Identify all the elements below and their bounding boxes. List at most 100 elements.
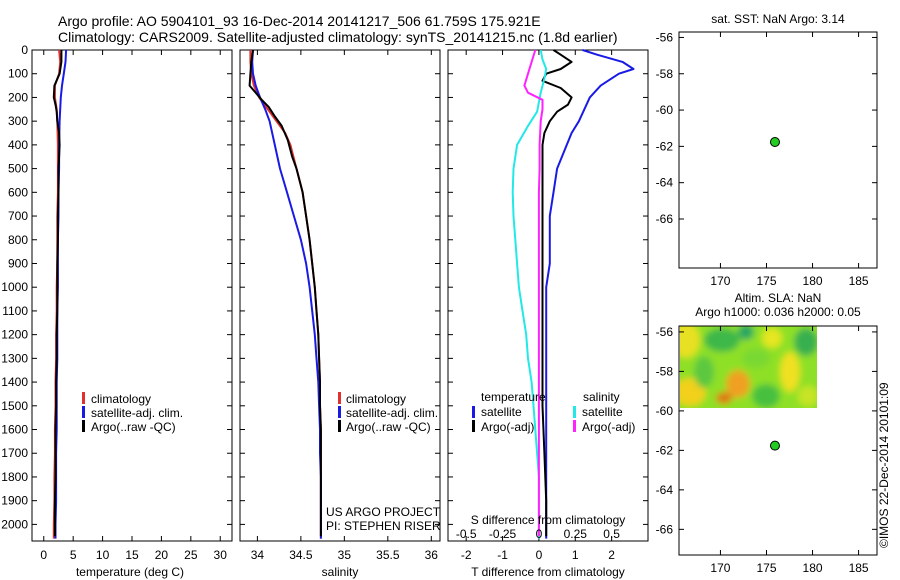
imos-credit: ©IMOS 22-Dec-2014 20101:09	[877, 382, 891, 548]
difference-secondary-xtick-label: 0	[536, 527, 543, 541]
temperature-panel: 0100200300400500600700800900100011001200…	[1, 43, 233, 579]
sst-map-ytick-label: -62	[656, 139, 674, 153]
sst-map-argo-position-marker	[769, 136, 780, 147]
temperature-ytick-label: 1800	[1, 470, 28, 484]
difference-xtick-label: -1	[497, 548, 508, 562]
sst-map-ytick-label: -60	[656, 103, 674, 117]
figure-title-line1: Argo profile: AO 5904101_93 16-Dec-2014 …	[58, 13, 541, 29]
sla-map-ytick-label: -64	[656, 483, 674, 497]
temperature-xtick-label: 5	[70, 548, 77, 562]
temperature-xticks: 0 5 10 15 20 25 30	[40, 50, 227, 562]
project-label: US ARGO PROJECT	[326, 505, 441, 519]
sst-map-xtick-label: 185	[849, 274, 869, 288]
salinity-panel-frame	[239, 49, 441, 542]
salinity-legend-argo-label: Argo(..raw -QC)	[346, 420, 431, 434]
temperature-legend-satellite-label: satellite-adj. clim.	[91, 406, 183, 420]
difference-secondary-xtick-label: -0.25	[489, 527, 517, 541]
difference-secondary-xlabel: S difference from climatology	[471, 513, 626, 527]
temperature-xtick-label: 10	[96, 548, 110, 562]
temperature-ytick-label: 100	[8, 67, 28, 81]
salinity-series-line-2	[248, 49, 322, 537]
temperature-yticks: 0 100 200 300 400 500 600 700 800 900 1000 1100 1200…	[1, 43, 232, 531]
difference-xtick-label: 1	[572, 548, 579, 562]
difference-legend-s-satellite-label: satellite	[582, 405, 623, 419]
temperature-ytick-label: 600	[8, 185, 28, 199]
temperature-xtick-label: 20	[155, 548, 169, 562]
temperature-ytick-label: 800	[8, 233, 28, 247]
sst-map-ytick-label: -56	[656, 30, 674, 44]
sst-map-ytick-label: -66	[656, 212, 674, 226]
temperature-ytick-label: 2000	[1, 517, 28, 531]
temperature-ytick-label: 1400	[1, 375, 28, 389]
difference-secondary-xtick-label: 0.5	[603, 527, 620, 541]
temperature-ytick-label: 1200	[1, 328, 28, 342]
temperature-lines	[52, 49, 68, 539]
difference-xtick-label: 0	[536, 548, 543, 562]
difference-legend-t-argo-swatch	[472, 420, 475, 432]
temperature-legend-argo-swatch	[82, 420, 85, 432]
difference-legend-s-argo-label: Argo(-adj)	[582, 420, 635, 434]
salinity-xtick-label: 35.5	[376, 548, 400, 562]
temperature-xtick-label: 15	[125, 548, 139, 562]
sla-map-xtick-label: 170	[710, 561, 730, 575]
temperature-ytick-label: 500	[8, 162, 28, 176]
difference-legend-s-satellite-swatch	[573, 406, 576, 418]
difference-series-line-3	[523, 49, 544, 537]
salinity-legend-climatology-swatch	[338, 392, 341, 404]
temperature-ytick-label: 1500	[1, 399, 28, 413]
salinity-series-line-1	[251, 49, 322, 539]
sla-map-xticks: 170 175 180 185	[710, 326, 869, 575]
temperature-legend-argo-label: Argo(..raw -QC)	[91, 420, 176, 434]
sla-map-title: Altim. SLA: NaN	[735, 291, 822, 305]
temperature-ytick-label: 900	[8, 256, 28, 270]
difference-legend-t-argo-label: Argo(-adj)	[481, 420, 534, 434]
salinity-xtick-label: 36	[425, 548, 439, 562]
temperature-legend-satellite-swatch	[82, 406, 85, 418]
sla-map-yticks: -56 -58 -60 -62 -64 -66	[656, 325, 877, 536]
sla-map-ytick-label: -56	[656, 325, 674, 339]
difference-legend-t-satellite-swatch	[472, 406, 475, 418]
salinity-legend-satellite-swatch	[338, 406, 341, 418]
sst-map-yticks: -56 -58 -60 -62 -64 -66	[656, 30, 877, 226]
difference-xtick-label: 2	[608, 548, 615, 562]
difference-panel-frame	[447, 49, 649, 542]
salinity-yticks	[240, 49, 440, 525]
temperature-legend: climatology satellite-adj. clim. Argo(..…	[82, 392, 183, 434]
temperature-xtick-label: 25	[184, 548, 198, 562]
salinity-xticks: 34 34.5 35 35.5 36	[251, 50, 439, 562]
sst-map-panel: sat. SST: NaN Argo: 3.14 -56 -58 -60 -62 -64…	[656, 12, 878, 288]
figure-title-line2: Climatology: CARS2009. Satellite-adjuste…	[58, 29, 618, 45]
temperature-series-line-2	[52, 50, 63, 537]
sst-map-xtick-label: 175	[756, 274, 776, 288]
salinity-xlabel: salinity	[322, 565, 359, 579]
salinity-legend-climatology-label: climatology	[346, 392, 406, 406]
difference-secondary-xtick-label: 0.25	[564, 527, 588, 541]
sst-map-ytick-label: -64	[656, 176, 674, 190]
sla-map-xtick-label: 180	[803, 561, 823, 575]
sla-map-ytick-label: -62	[656, 443, 674, 457]
salinity-xtick-label: 34	[251, 548, 265, 562]
sst-map-markers	[769, 136, 780, 147]
sla-map-xtick-label: 175	[756, 561, 776, 575]
sla-field-heatmap	[680, 326, 817, 408]
difference-series-line-0	[545, 49, 635, 539]
difference-series-line-1	[541, 49, 573, 537]
salinity-legend: climatology satellite-adj. clim. Argo(..…	[338, 392, 438, 434]
sst-map-frame	[678, 31, 878, 269]
temperature-ytick-label: 700	[8, 209, 28, 223]
difference-legend-t-satellite-label: satellite	[481, 405, 522, 419]
temperature-ytick-label: 1600	[1, 423, 28, 437]
difference-secondary-xticks: -0.5 -0.25 0 0.25 0.5	[456, 527, 620, 541]
sla-map-panel: Altim. SLA: NaN Argo h1000: 0.036 h2000:…	[656, 291, 878, 575]
sla-map-xtick-label: 185	[849, 561, 869, 575]
temperature-ytick-label: 200	[8, 90, 28, 104]
difference-legend-salinity-heading: salinity	[583, 390, 620, 404]
temperature-ytick-label: 0	[21, 43, 28, 57]
temperature-ytick-label: 300	[8, 114, 28, 128]
salinity-legend-satellite-label: satellite-adj. clim.	[346, 406, 438, 420]
sla-map-ytick-label: -66	[656, 522, 674, 536]
salinity-panel: 34 34.5 35 35.5 36 salinity climatology sate…	[239, 49, 441, 579]
temperature-xtick-label: 30	[214, 548, 228, 562]
difference-yticks	[448, 49, 648, 525]
